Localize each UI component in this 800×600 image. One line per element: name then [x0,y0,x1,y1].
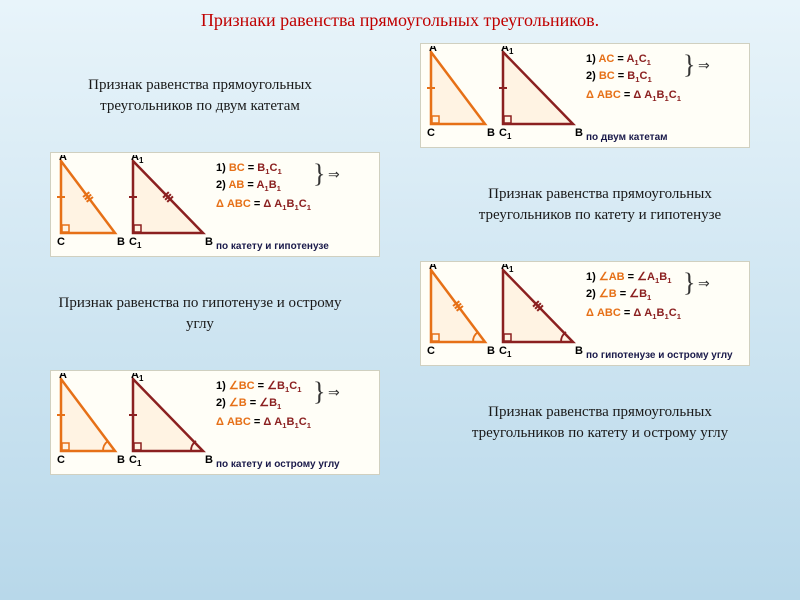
triangle-diagram: ACB A1C1B1 1) AC = A1C1 2) BC = B1C1 } ⇒… [420,43,750,148]
svg-text:C: C [427,345,435,357]
svg-text:B1: B1 [575,345,583,359]
brace-icon: } [683,50,695,80]
svg-text:A: A [429,46,437,54]
conclusion: Δ ABC = Δ A1B1C1 [216,198,311,212]
triangle-diagram: ACB A1C1B1 1) ∠BC = ∠B1C1 2) ∠B = ∠B1 } … [50,370,380,475]
diagram-caption: по двум катетам [586,132,668,143]
conditions: 1) BC = B1C1 2) AB = A1B1 [216,161,282,194]
theorem-label: Признак равенства прямоугольных треуголь… [450,184,750,225]
triangle-diagram: ACB A1C1B1 1) ∠AB = ∠A1B1 2) ∠B = ∠B1 } … [420,261,750,366]
svg-text:B: B [117,236,125,248]
svg-text:A: A [59,155,67,163]
diagram-caption: по катету и острому углу [216,459,340,470]
svg-text:C1: C1 [499,345,512,359]
svg-text:B: B [117,454,125,466]
triangle-diagram: ACB A1C1B1 1) BC = B1C1 2) AB = A1B1 } ⇒… [50,152,380,257]
svg-text:B1: B1 [205,454,213,468]
svg-text:C1: C1 [129,454,142,468]
svg-text:C1: C1 [129,236,142,250]
svg-text:C: C [57,236,65,248]
svg-text:C: C [427,127,435,139]
arrow-icon: ⇒ [328,385,340,402]
arrow-icon: ⇒ [698,58,710,75]
conclusion: Δ ABC = Δ A1B1C1 [586,89,681,103]
conclusion: Δ ABC = Δ A1B1C1 [216,416,311,430]
diagram-caption: по гипотенузе и острому углу [586,350,733,361]
brace-icon: } [683,268,695,298]
theorem-label: Признак равенства прямоугольных треуголь… [50,75,350,116]
svg-text:B: B [487,127,495,139]
theorem-row: Признак равенства по гипотенузе и остром… [0,261,800,366]
page-title: Признаки равенства прямоугольных треугол… [0,0,800,39]
svg-text:A: A [429,264,437,272]
theorem-row: ACB A1C1B1 1) ∠BC = ∠B1C1 2) ∠B = ∠B1 } … [0,370,800,475]
brace-icon: } [313,159,325,189]
arrow-icon: ⇒ [698,276,710,293]
conditions: 1) ∠AB = ∠A1B1 2) ∠B = ∠B1 [586,270,671,303]
conditions: 1) ∠BC = ∠B1C1 2) ∠B = ∠B1 [216,379,301,412]
diagram-caption: по катету и гипотенузе [216,241,329,252]
theorem-label: Признак равенства по гипотенузе и остром… [50,293,350,334]
svg-text:B1: B1 [575,127,583,141]
arrow-icon: ⇒ [328,167,340,184]
svg-text:C1: C1 [499,127,512,141]
theorem-label: Признак равенства прямоугольных треуголь… [450,402,750,443]
svg-text:C: C [57,454,65,466]
conclusion: Δ ABC = Δ A1B1C1 [586,307,681,321]
theorem-row: Признак равенства прямоугольных треуголь… [0,43,800,148]
theorem-row: ACB A1C1B1 1) BC = B1C1 2) AB = A1B1 } ⇒… [0,152,800,257]
svg-text:A: A [59,373,67,381]
conditions: 1) AC = A1C1 2) BC = B1C1 [586,52,652,85]
svg-text:B: B [487,345,495,357]
svg-text:B1: B1 [205,236,213,250]
brace-icon: } [313,377,325,407]
